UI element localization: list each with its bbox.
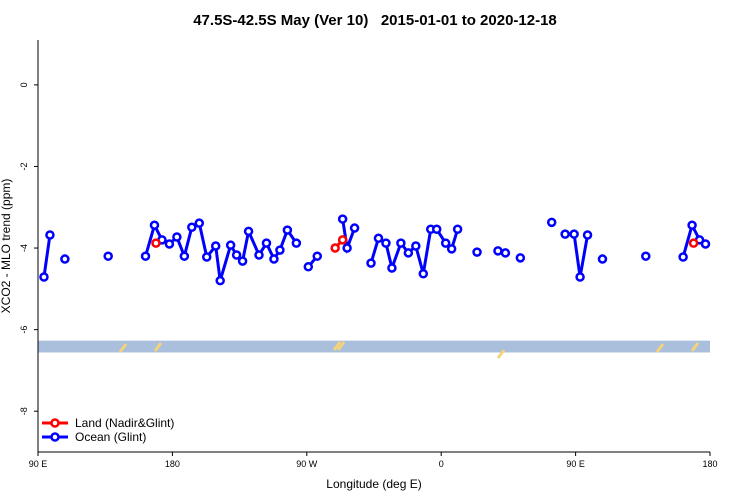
data-point [231, 250, 242, 260]
data-point [500, 248, 511, 258]
data-point [60, 254, 70, 264]
data-point [187, 222, 197, 232]
data-point [597, 254, 608, 264]
data-point [140, 251, 151, 261]
data-point [418, 268, 429, 279]
data-point [431, 224, 442, 235]
band [38, 340, 710, 353]
y-tick-label: -2 [19, 162, 29, 170]
data-point [39, 272, 49, 282]
data-point [103, 251, 113, 261]
data-point [312, 251, 323, 261]
band-marker [496, 349, 506, 359]
data-point [546, 217, 557, 228]
legend-label: Ocean (Glint) [75, 430, 146, 444]
data-point [303, 262, 314, 272]
data-point [330, 243, 340, 253]
data-point [337, 235, 348, 245]
data-point [261, 238, 272, 248]
band-marker [118, 343, 128, 353]
y-tick-label: -8 [19, 407, 29, 415]
data-point [337, 214, 348, 224]
x-tick-label: 90 E [566, 459, 585, 469]
data-point [349, 223, 360, 233]
data-point [366, 258, 376, 268]
band-marker [655, 343, 665, 353]
data-point [493, 246, 503, 256]
data-point [446, 244, 457, 254]
y-axis-label: XCO2 - MLO trend (ppm) [0, 179, 13, 314]
data-point [678, 252, 688, 262]
data-point [210, 241, 221, 251]
y-tick-label: -6 [19, 326, 29, 334]
data-point [560, 229, 570, 239]
data-point [641, 251, 651, 261]
data-point [225, 240, 236, 250]
data-point [254, 250, 264, 260]
x-tick-label: 180 [165, 459, 180, 469]
data-point [515, 253, 526, 263]
y-tick-label: 0 [19, 82, 29, 87]
data-point [440, 238, 451, 248]
legend-marker [50, 432, 60, 442]
legend-label: Land (Nadir&Glint) [75, 416, 174, 430]
legend-marker [50, 418, 60, 428]
data-point [342, 243, 352, 253]
data-point [569, 229, 579, 239]
data-point [387, 263, 397, 273]
data-point [179, 251, 190, 261]
band-marker [690, 342, 700, 352]
data-point [172, 232, 182, 242]
band-marker [336, 341, 346, 351]
y-tick-label: -4 [19, 244, 29, 252]
data-point [269, 254, 279, 264]
data-point [243, 226, 254, 237]
data-point [700, 239, 711, 249]
x-tick-label: 90 W [296, 459, 318, 469]
data-point [403, 248, 414, 258]
data-point [275, 245, 285, 255]
data-point [582, 230, 593, 240]
band-marker [332, 341, 342, 351]
series-line [42, 218, 707, 282]
data-point [687, 220, 697, 230]
data-point [688, 238, 699, 248]
data-point [575, 272, 585, 282]
x-axis-label: Longitude (deg E) [326, 477, 421, 491]
data-point [381, 238, 391, 248]
data-point [452, 224, 463, 235]
chart-title: 47.5S-42.5S May (Ver 10) 2015-01-01 to 2… [193, 12, 557, 29]
band-marker [153, 342, 163, 352]
data-point [237, 256, 248, 266]
data-point [164, 239, 175, 249]
x-tick-label: 180 [702, 459, 717, 469]
data-point [215, 275, 225, 286]
data-point [291, 238, 302, 248]
data-point [151, 238, 161, 248]
x-tick-label: 0 [439, 459, 444, 469]
data-point [201, 252, 212, 262]
data-point [472, 247, 482, 257]
data-point [411, 241, 421, 251]
x-tick-label: 90 E [29, 459, 48, 469]
data-point [45, 230, 55, 240]
data-point [149, 220, 160, 230]
data-point [373, 233, 384, 243]
data-point [396, 238, 406, 248]
data-point [282, 225, 293, 235]
data-point [194, 218, 205, 228]
